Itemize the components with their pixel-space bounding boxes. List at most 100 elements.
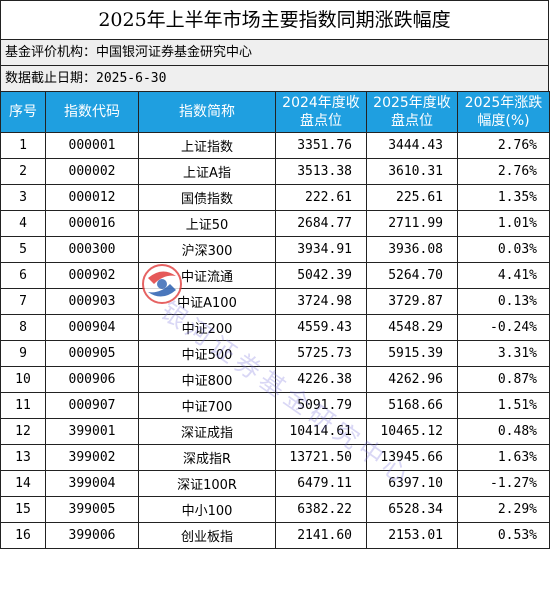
table-row: 16 399006 创业板指 2141.60 2153.01 0.53% <box>0 522 550 549</box>
cell-name: 国债指数 <box>138 184 276 211</box>
cell-close-2025: 5915.39 <box>366 340 458 367</box>
cell-code: 000016 <box>45 210 139 237</box>
table-row: 14 399004 深证100R 6479.11 6397.10 -1.27% <box>0 470 550 497</box>
table-row: 10 000906 中证800 4226.38 4262.96 0.87% <box>0 366 550 393</box>
table-row: 2 000002 上证A指 3513.38 3610.31 2.76% <box>0 158 550 185</box>
cell-code: 000300 <box>45 236 139 263</box>
cell-close-2025: 3936.08 <box>366 236 458 263</box>
cell-name: 创业板指 <box>138 522 276 549</box>
cell-code: 000903 <box>45 288 139 315</box>
cell-code: 000002 <box>45 158 139 185</box>
cell-code: 399006 <box>45 522 139 549</box>
cell-no: 9 <box>0 340 46 367</box>
cell-no: 13 <box>0 444 46 471</box>
cell-close-2025: 3729.87 <box>366 288 458 315</box>
date-line: 数据截止日期：2025-6-30 <box>0 65 549 91</box>
cell-close-2025: 5264.70 <box>366 262 458 289</box>
table-row: 6 000902 中证流通 5042.39 5264.70 4.41% <box>0 262 550 289</box>
header-code: 指数代码 <box>45 91 139 133</box>
cell-close-2025: 3610.31 <box>366 158 458 185</box>
cell-close-2024: 5725.73 <box>275 340 367 367</box>
cell-no: 16 <box>0 522 46 549</box>
cell-no: 11 <box>0 392 46 419</box>
cell-change: 0.03% <box>457 236 550 263</box>
cell-no: 1 <box>0 132 46 159</box>
cell-close-2024: 2141.60 <box>275 522 367 549</box>
cell-code: 000907 <box>45 392 139 419</box>
table-row: 13 399002 深成指R 13721.50 13945.66 1.63% <box>0 444 550 471</box>
cell-code: 000902 <box>45 262 139 289</box>
cell-close-2025: 13945.66 <box>366 444 458 471</box>
cell-name: 深证100R <box>138 470 276 497</box>
cell-no: 15 <box>0 496 46 523</box>
header-no: 序号 <box>0 91 46 133</box>
cell-close-2025: 225.61 <box>366 184 458 211</box>
cell-name: 中证200 <box>138 314 276 341</box>
cell-no: 4 <box>0 210 46 237</box>
cell-name: 上证指数 <box>138 132 276 159</box>
cell-close-2025: 6397.10 <box>366 470 458 497</box>
cell-no: 10 <box>0 366 46 393</box>
table-header-row: 序号 指数代码 指数简称 2024年度收 盘点位 2025年度收 盘点位 2025年… <box>0 91 550 133</box>
cell-change: 3.31% <box>457 340 550 367</box>
cell-close-2024: 6382.22 <box>275 496 367 523</box>
cell-close-2025: 3444.43 <box>366 132 458 159</box>
cell-no: 7 <box>0 288 46 315</box>
table-row: 4 000016 上证50 2684.77 2711.99 1.01% <box>0 210 550 237</box>
cell-name: 深成指R <box>138 444 276 471</box>
cell-change: 2.76% <box>457 158 550 185</box>
cell-code: 399001 <box>45 418 139 445</box>
cell-name: 中证700 <box>138 392 276 419</box>
cell-close-2024: 5091.79 <box>275 392 367 419</box>
cell-no: 14 <box>0 470 46 497</box>
table-row: 12 399001 深证成指 10414.61 10465.12 0.48% <box>0 418 550 445</box>
cell-change: -0.24% <box>457 314 550 341</box>
cell-code: 399002 <box>45 444 139 471</box>
cell-code: 000001 <box>45 132 139 159</box>
cell-no: 3 <box>0 184 46 211</box>
cell-change: 4.41% <box>457 262 550 289</box>
cell-code: 000906 <box>45 366 139 393</box>
cell-close-2025: 5168.66 <box>366 392 458 419</box>
cell-close-2024: 3513.38 <box>275 158 367 185</box>
header-name: 指数简称 <box>138 91 276 133</box>
cell-name: 中证流通 <box>138 262 276 289</box>
cell-change: 0.53% <box>457 522 550 549</box>
index-table: 序号 指数代码 指数简称 2024年度收 盘点位 2025年度收 盘点位 2025年… <box>0 91 550 549</box>
cell-name: 中证A100 <box>138 288 276 315</box>
cell-code: 000905 <box>45 340 139 367</box>
cell-change: 1.51% <box>457 392 550 419</box>
cell-close-2024: 222.61 <box>275 184 367 211</box>
header-change: 2025年涨跌 幅度(%) <box>457 91 550 133</box>
cell-close-2025: 2711.99 <box>366 210 458 237</box>
table-row: 3 000012 国债指数 222.61 225.61 1.35% <box>0 184 550 211</box>
cell-close-2024: 13721.50 <box>275 444 367 471</box>
cell-close-2024: 6479.11 <box>275 470 367 497</box>
header-close-2024: 2024年度收 盘点位 <box>275 91 367 133</box>
cell-name: 深证成指 <box>138 418 276 445</box>
cell-change: 1.35% <box>457 184 550 211</box>
cell-no: 12 <box>0 418 46 445</box>
cell-close-2025: 4262.96 <box>366 366 458 393</box>
cell-close-2024: 4559.43 <box>275 314 367 341</box>
cell-no: 8 <box>0 314 46 341</box>
table-row: 9 000905 中证500 5725.73 5915.39 3.31% <box>0 340 550 367</box>
cell-close-2024: 3724.98 <box>275 288 367 315</box>
table-row: 7 000903 中证A100 3724.98 3729.87 0.13% <box>0 288 550 315</box>
cell-no: 6 <box>0 262 46 289</box>
cell-change: 0.48% <box>457 418 550 445</box>
cell-close-2024: 3351.76 <box>275 132 367 159</box>
cell-change: 0.13% <box>457 288 550 315</box>
cell-name: 中证800 <box>138 366 276 393</box>
cell-change: 0.87% <box>457 366 550 393</box>
cell-close-2024: 2684.77 <box>275 210 367 237</box>
cell-code: 399004 <box>45 470 139 497</box>
cell-close-2024: 3934.91 <box>275 236 367 263</box>
cell-code: 000012 <box>45 184 139 211</box>
cell-change: 1.01% <box>457 210 550 237</box>
report-sheet: 2025年上半年市场主要指数同期涨跌幅度 基金评价机构：中国银河证券基金研究中心… <box>0 0 550 549</box>
institution-line: 基金评价机构：中国银河证券基金研究中心 <box>0 39 549 65</box>
cell-change: 2.76% <box>457 132 550 159</box>
cell-name: 上证A指 <box>138 158 276 185</box>
table-row: 8 000904 中证200 4559.43 4548.29 -0.24% <box>0 314 550 341</box>
